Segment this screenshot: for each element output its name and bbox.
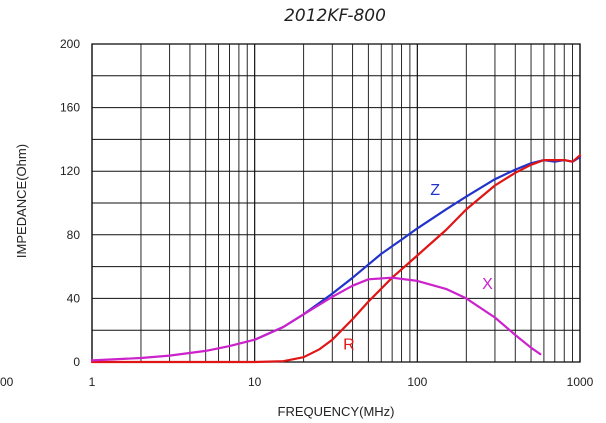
x-tick-label: 100 <box>407 375 427 389</box>
y-tick-label: 80 <box>67 228 81 242</box>
x-axis-label: FREQUENCY(MHz) <box>278 404 395 419</box>
chart-grid <box>91 43 581 363</box>
x-tick-label: 1 <box>89 375 96 389</box>
x-tick-label: 10 <box>248 375 262 389</box>
series-lines <box>90 154 582 364</box>
stray-tick-label: 00 <box>0 375 14 389</box>
y-tick-labels: 0 40 80 120 160 200 <box>60 37 80 369</box>
chart-title: 2012KF-800 <box>284 6 386 26</box>
series-line-r <box>90 154 582 364</box>
series-line-x <box>90 276 542 362</box>
y-axis-label: IMPEDANCE(Ohm) <box>14 144 29 258</box>
series-line-z <box>253 155 582 341</box>
y-tick-label: 120 <box>60 164 80 178</box>
series-label-r: R <box>343 336 355 353</box>
y-tick-label: 160 <box>60 101 80 115</box>
y-tick-label: 40 <box>67 291 81 305</box>
series-label-z: Z <box>430 182 440 199</box>
y-tick-label: 200 <box>60 37 80 51</box>
series-label-x: X <box>482 276 493 293</box>
x-tick-labels: 1 10 100 1000 <box>89 375 594 389</box>
plot-frame <box>91 43 581 363</box>
x-tick-label: 1000 <box>567 375 594 389</box>
series-labels: Z R X <box>343 182 493 353</box>
y-tick-label: 0 <box>73 355 80 369</box>
